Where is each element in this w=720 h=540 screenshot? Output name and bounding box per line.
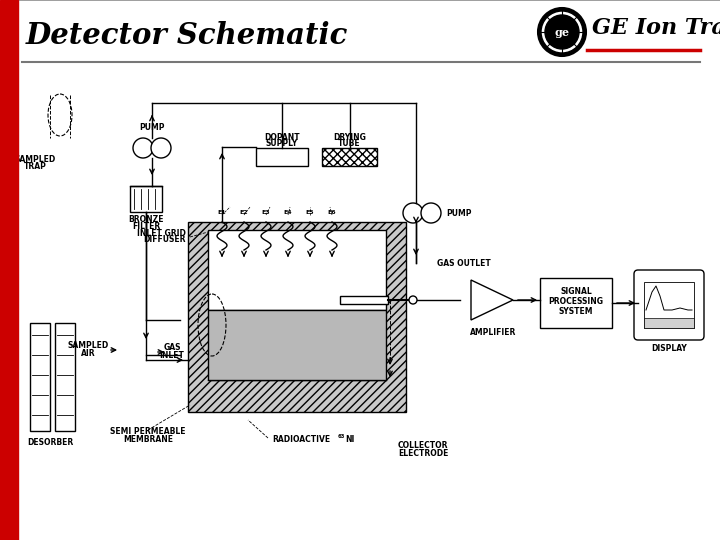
Text: DOPANT: DOPANT [264, 133, 300, 142]
Circle shape [541, 11, 583, 53]
Text: GAS OUTLET: GAS OUTLET [437, 259, 491, 267]
Text: TUBE: TUBE [338, 139, 361, 148]
Text: PROCESSING: PROCESSING [549, 296, 603, 306]
Text: SAMPLED: SAMPLED [14, 155, 55, 164]
Text: PUMP: PUMP [139, 123, 165, 132]
Text: ge: ge [554, 26, 570, 37]
Text: GAS: GAS [163, 343, 181, 353]
Text: SAMPLED: SAMPLED [68, 341, 109, 350]
Text: PUMP: PUMP [446, 208, 472, 218]
Text: E5: E5 [306, 210, 315, 215]
Text: AMPLIFIER: AMPLIFIER [470, 328, 516, 337]
Text: MEMBRANE: MEMBRANE [123, 435, 173, 444]
Text: ELECTRODE: ELECTRODE [398, 449, 449, 457]
Text: SIGNAL: SIGNAL [560, 287, 592, 295]
Text: SYSTEM: SYSTEM [559, 307, 593, 315]
Circle shape [409, 296, 417, 304]
Circle shape [545, 15, 579, 49]
Text: E4: E4 [284, 210, 292, 215]
Bar [644, 318, 694, 328]
Bar [130, 186, 162, 212]
Text: SUPPLY: SUPPLY [266, 139, 298, 148]
Text: E6: E6 [328, 210, 336, 215]
Bar [256, 148, 308, 166]
Circle shape [421, 203, 441, 223]
Circle shape [133, 138, 153, 158]
Bar [188, 222, 406, 412]
Text: COLLECTOR: COLLECTOR [398, 441, 449, 449]
Text: GE Ion Track: GE Ion Track [592, 17, 720, 39]
Text: DESORBER: DESORBER [27, 438, 73, 447]
Bar [540, 278, 612, 328]
Bar [30, 323, 50, 431]
Text: SEMI PERMEABLE: SEMI PERMEABLE [110, 428, 186, 436]
Text: 63: 63 [338, 434, 346, 438]
Text: FILTER: FILTER [132, 222, 160, 231]
Text: NI: NI [345, 435, 354, 444]
FancyBboxPatch shape [634, 270, 704, 340]
Text: E3: E3 [261, 210, 270, 215]
Bar [0, 0, 18, 540]
Text: Detector Schematic: Detector Schematic [26, 22, 348, 51]
Text: INLET GRID: INLET GRID [137, 228, 186, 238]
Circle shape [403, 203, 423, 223]
Text: BRONZE: BRONZE [128, 215, 163, 224]
Bar [208, 310, 386, 380]
Text: E1: E1 [217, 210, 226, 215]
Circle shape [151, 138, 171, 158]
Bar [208, 230, 386, 310]
Text: TRAP: TRAP [24, 162, 46, 171]
Bar [340, 296, 388, 304]
Bar [322, 148, 377, 166]
Text: DRYING: DRYING [333, 133, 366, 142]
Text: DIFFUSER: DIFFUSER [143, 235, 186, 245]
Polygon shape [471, 280, 513, 320]
Bar [55, 323, 75, 431]
Text: E2: E2 [240, 210, 248, 215]
Circle shape [538, 8, 586, 56]
Bar [644, 282, 694, 328]
Text: AIR: AIR [81, 349, 95, 359]
Text: DISPLAY: DISPLAY [651, 344, 687, 353]
Text: INLET: INLET [160, 352, 184, 361]
Text: RADIOACTIVE: RADIOACTIVE [272, 435, 330, 444]
FancyArrowPatch shape [388, 371, 392, 376]
